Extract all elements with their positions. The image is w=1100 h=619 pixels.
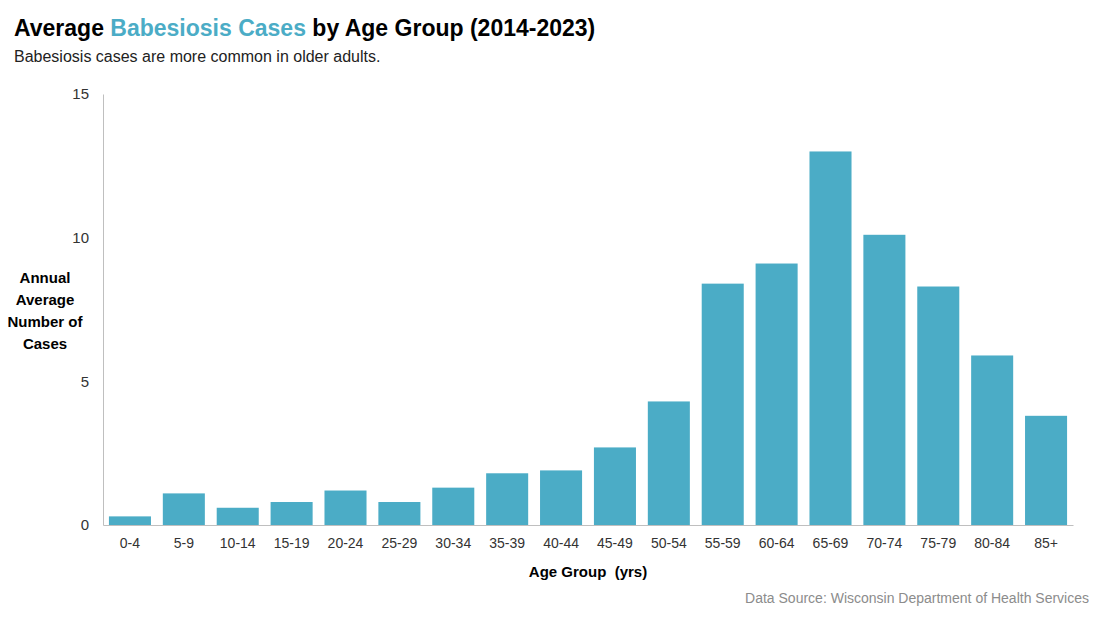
bar <box>809 151 851 525</box>
y-tick: 10 <box>72 229 103 246</box>
bar <box>163 493 205 525</box>
y-axis-title-line: Average <box>16 291 75 308</box>
x-axis: 0-4 5-9 10-14 15-19 20-24 25-29 30-34 35-39 40-4… <box>104 525 1074 551</box>
x-tick-label: 85+ <box>1034 535 1058 551</box>
bar <box>863 235 905 525</box>
x-tick-label: 50-54 <box>651 535 687 551</box>
x-tick-label: 0-4 <box>120 535 140 551</box>
x-tick: 30-34 <box>435 525 471 551</box>
x-axis-line <box>104 525 1074 526</box>
bar <box>648 401 690 525</box>
x-tick: 25-29 <box>381 525 417 551</box>
x-tick-label: 65-69 <box>813 535 849 551</box>
x-tick-label: 75-79 <box>920 535 956 551</box>
y-axis-line <box>103 95 104 526</box>
y-tick: 15 <box>72 85 103 102</box>
x-tick: 70-74 <box>866 525 902 551</box>
x-tick: 80-84 <box>974 525 1010 551</box>
x-tick-label: 35-39 <box>489 535 525 551</box>
chart: Average Babesiosis Cases by Age Group (2… <box>0 0 1100 619</box>
bar <box>432 488 474 525</box>
x-tick-label: 80-84 <box>974 535 1010 551</box>
title-part: Babesiosis Cases <box>110 15 306 41</box>
y-tick-label: 15 <box>72 85 89 102</box>
y-axis-title: Annual Average Number of Cases <box>8 269 84 352</box>
x-tick: 60-64 <box>759 525 795 551</box>
x-tick: 10-14 <box>220 525 256 551</box>
x-tick: 0-4 <box>120 525 140 551</box>
y-tick-label: 5 <box>81 373 89 390</box>
bar <box>540 470 582 525</box>
x-tick-label: 60-64 <box>759 535 795 551</box>
y-tick: 0 <box>81 516 103 533</box>
x-tick: 65-69 <box>813 525 849 551</box>
x-tick-label: 5-9 <box>174 535 194 551</box>
bar <box>971 355 1013 525</box>
x-tick-label: 70-74 <box>866 535 902 551</box>
bar <box>594 447 636 525</box>
x-tick: 45-49 <box>597 525 633 551</box>
x-tick-label: 55-59 <box>705 535 741 551</box>
x-tick: 55-59 <box>705 525 741 551</box>
bar <box>1025 416 1067 525</box>
x-tick: 85+ <box>1034 525 1058 551</box>
bar <box>217 508 259 525</box>
x-tick: 35-39 <box>489 525 525 551</box>
subtitle: Babesiosis cases are more common in olde… <box>14 48 380 65</box>
x-tick-label: 25-29 <box>381 535 417 551</box>
bar <box>486 473 528 525</box>
y-tick-label: 0 <box>81 516 89 533</box>
title-part: Average <box>14 15 110 41</box>
y-axis-title-line: Annual <box>20 269 71 286</box>
y-axis-title-line: Number of <box>8 313 84 330</box>
x-tick-label: 10-14 <box>220 535 256 551</box>
y-axis-title-line: Cases <box>23 335 67 352</box>
y-axis: 0 5 10 15 <box>72 85 103 533</box>
y-tick: 5 <box>81 373 103 390</box>
x-tick: 20-24 <box>328 525 364 551</box>
bars <box>109 151 1067 525</box>
x-tick-label: 45-49 <box>597 535 633 551</box>
x-tick-label: 30-34 <box>435 535 471 551</box>
x-tick: 75-79 <box>920 525 956 551</box>
bar <box>756 264 798 525</box>
source-note: Data Source: Wisconsin Department of Hea… <box>745 590 1089 606</box>
y-tick-label: 10 <box>72 229 89 246</box>
bar <box>917 287 959 525</box>
title-part: by Age Group (2014-2023) <box>306 15 595 41</box>
bar <box>702 284 744 525</box>
x-tick: 15-19 <box>274 525 310 551</box>
x-tick: 5-9 <box>174 525 194 551</box>
title: Average Babesiosis Cases by Age Group (2… <box>14 15 595 41</box>
bar <box>109 516 151 525</box>
x-tick: 50-54 <box>651 525 687 551</box>
x-tick-label: 15-19 <box>274 535 310 551</box>
x-tick-label: 20-24 <box>328 535 364 551</box>
x-tick-label: 40-44 <box>543 535 579 551</box>
bar <box>271 502 313 525</box>
bar <box>324 491 366 525</box>
x-axis-title: Age Group (yrs) <box>529 563 647 580</box>
bar <box>378 502 420 525</box>
x-tick: 40-44 <box>543 525 579 551</box>
